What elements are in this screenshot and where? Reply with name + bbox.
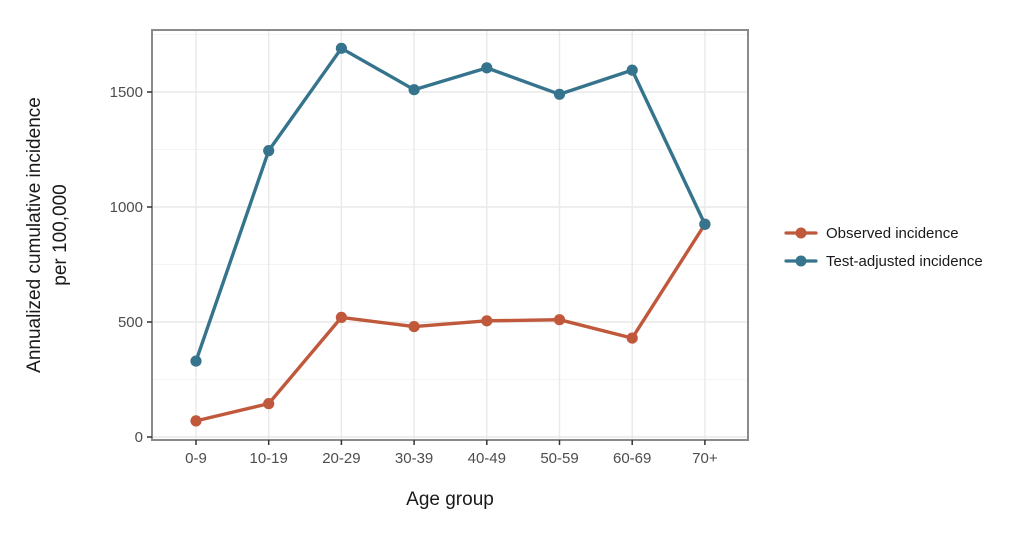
x-tick-label: 30-39 — [395, 450, 433, 467]
legend-label-observed: Observed incidence — [826, 224, 959, 242]
data-point-series-0 — [190, 415, 202, 427]
data-point-series-1 — [408, 84, 420, 96]
x-tick-label: 60-69 — [613, 450, 651, 467]
panel-border — [151, 29, 749, 441]
data-point-series-0 — [553, 314, 566, 326]
data-point-series-0 — [626, 332, 638, 344]
legend-item-observed: Observed incidence — [784, 224, 983, 242]
y-tick-label: 0 — [135, 429, 143, 446]
data-point-series-1 — [626, 64, 638, 76]
legend: Observed incidence Test-adjusted inciden… — [784, 224, 983, 270]
data-point-series-0 — [263, 398, 275, 410]
data-point-series-0 — [408, 321, 420, 333]
y-tick-label: 500 — [118, 314, 143, 331]
data-point-series-0 — [335, 311, 347, 323]
x-tick-label: 20-29 — [322, 450, 360, 467]
x-tick-label: 40-49 — [468, 450, 506, 467]
y-axis-title: Annualized cumulative incidence per 100,… — [19, 20, 77, 450]
y-axis-title-line1: Annualized cumulative incidence — [23, 97, 45, 373]
data-point-series-1 — [335, 42, 347, 54]
y-axis-title-line2: per 100,000 — [50, 184, 71, 286]
data-point-series-1 — [699, 218, 711, 230]
data-point-series-0 — [481, 315, 493, 327]
x-tick-label: 70+ — [692, 450, 718, 467]
series-line-1 — [194, 46, 707, 363]
x-tick-label: 50-59 — [540, 450, 578, 467]
y-tick-label: 1500 — [110, 84, 143, 101]
y-tick-label: 1000 — [110, 199, 143, 216]
x-tick-label: 0-9 — [185, 450, 207, 467]
legend-key-observed-line-dot-icon — [784, 224, 818, 242]
legend-label-test-adjusted: Test-adjusted incidence — [826, 252, 983, 270]
data-point-series-1 — [481, 62, 493, 74]
data-point-series-1 — [190, 355, 202, 367]
legend-item-test-adjusted: Test-adjusted incidence — [784, 252, 983, 270]
x-axis-title: Age group — [406, 489, 494, 510]
legend-key-test-adjusted-line-dot-icon — [784, 252, 818, 270]
data-point-series-1 — [263, 145, 275, 157]
data-point-series-1 — [553, 88, 566, 100]
series-line-0 — [194, 222, 707, 423]
x-tick-label: 10-19 — [250, 450, 288, 467]
